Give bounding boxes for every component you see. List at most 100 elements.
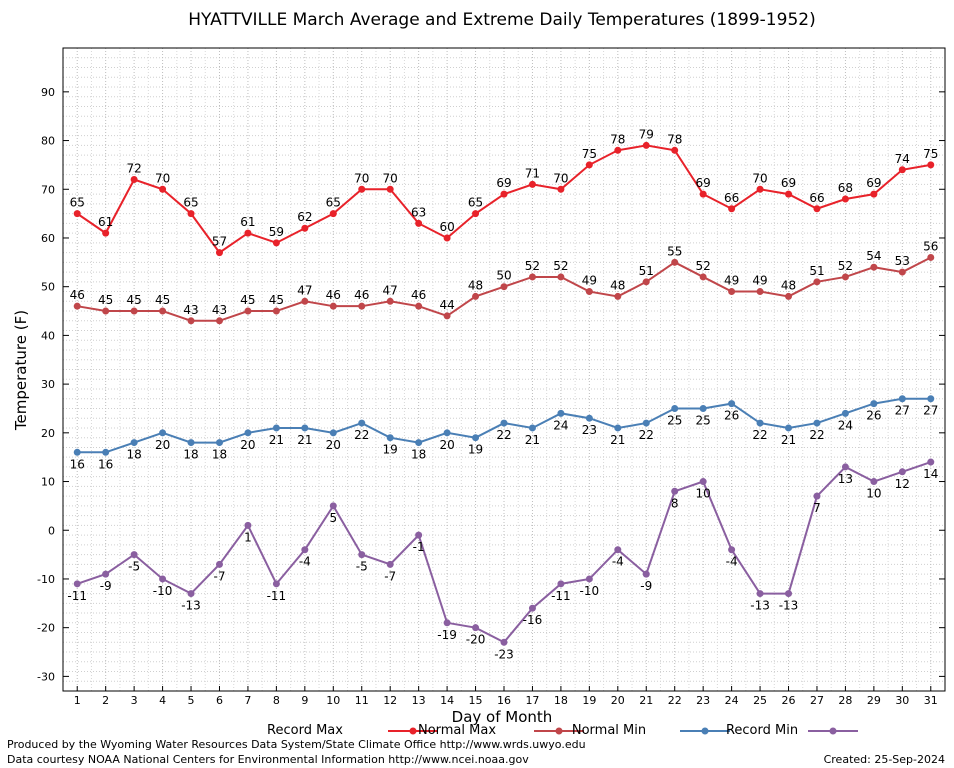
footer-data-courtesy: Data courtesy NOAA National Centers for … (7, 753, 529, 766)
data-label: 26 (866, 409, 881, 423)
legend-label: Normal Max (418, 723, 496, 738)
y-tick-label: -30 (37, 670, 55, 683)
data-point (443, 429, 451, 437)
data-label: 24 (838, 418, 853, 432)
data-point (528, 273, 536, 281)
data-label: 75 (923, 147, 938, 161)
data-point (728, 546, 736, 554)
data-label: 65 (183, 196, 198, 210)
data-point (187, 590, 195, 598)
data-point (671, 146, 679, 154)
data-point (642, 141, 650, 149)
data-label: 27 (895, 404, 910, 418)
data-label: 22 (752, 428, 767, 442)
data-label: 21 (269, 433, 284, 447)
data-label: -11 (551, 589, 571, 603)
x-tick-label: 29 (867, 694, 881, 707)
data-label: 48 (468, 278, 483, 292)
data-point (329, 210, 337, 218)
data-point (756, 185, 764, 193)
data-label: 47 (297, 283, 312, 297)
data-point (699, 404, 707, 412)
data-label: 49 (582, 274, 597, 288)
x-tick-label: 3 (131, 694, 138, 707)
data-label: -5 (128, 560, 140, 574)
data-label: 21 (781, 433, 796, 447)
data-label: 16 (70, 457, 85, 471)
y-axis: -30 -20 -10 0 10 20 30 40 50 60 70 80 90 (37, 86, 945, 683)
data-point (73, 448, 81, 456)
y-tick-label: -20 (37, 622, 55, 635)
data-point (159, 307, 167, 315)
data-point (415, 302, 423, 310)
data-point (472, 292, 480, 300)
data-point (585, 161, 593, 169)
data-label: -4 (612, 555, 624, 569)
x-tick-label: 28 (838, 694, 852, 707)
data-label: 65 (468, 196, 483, 210)
data-point (329, 502, 337, 510)
data-point (585, 575, 593, 583)
data-point (841, 463, 849, 471)
y-tick-label: 90 (41, 86, 55, 99)
data-label: 70 (752, 171, 767, 185)
data-point (301, 424, 309, 432)
data-point (785, 590, 793, 598)
data-label: 22 (354, 428, 369, 442)
series-normal-min: 16 16 18 20 18 18 20 21 21 20 22 19 18 20 19 22 21 24 23 21… (70, 395, 938, 471)
data-label: 70 (553, 171, 568, 185)
data-label: -4 (299, 555, 311, 569)
data-point (927, 253, 935, 261)
data-point (671, 404, 679, 412)
data-label: 14 (923, 467, 938, 481)
y-tick-label: 80 (41, 135, 55, 148)
data-label: -9 (100, 579, 112, 593)
data-point (443, 619, 451, 627)
y-axis-label: Temperature (F) (12, 310, 30, 431)
y-tick-label: 10 (41, 476, 55, 489)
data-point (642, 278, 650, 286)
data-point (728, 400, 736, 408)
series-record-min: -11 -9 -5 -10 -13 -7 1 -11 -4 5 -5 -7 -1 -19 -20 -23 -16… (67, 458, 938, 661)
data-label: 52 (525, 259, 540, 273)
data-point (301, 224, 309, 232)
data-label: 46 (70, 288, 85, 302)
x-axis-label: Day of Month (452, 708, 553, 726)
x-tick-label: 30 (895, 694, 909, 707)
x-tick-label: 1 (74, 694, 81, 707)
data-label: 20 (326, 438, 341, 452)
data-label: 70 (383, 171, 398, 185)
data-point (898, 268, 906, 276)
x-tick-label: 9 (301, 694, 308, 707)
data-point (785, 292, 793, 300)
x-tick-label: 31 (924, 694, 938, 707)
data-label: -7 (384, 569, 396, 583)
data-point (358, 302, 366, 310)
y-tick-label: -10 (37, 573, 55, 586)
data-label: 69 (496, 176, 511, 190)
chart-title: HYATTVILLE March Average and Extreme Dai… (188, 10, 815, 30)
data-label: -1 (413, 540, 425, 554)
data-label: -13 (750, 599, 770, 613)
data-point (301, 546, 309, 554)
x-tick-label: 11 (355, 694, 369, 707)
series-record-max: 65 61 72 70 65 57 61 59 62 65 70 70 63 60 65 69 71 70 75 78… (70, 127, 938, 257)
data-label: 25 (667, 413, 682, 427)
data-label: 61 (240, 215, 255, 229)
data-point (898, 395, 906, 403)
data-point (415, 439, 423, 447)
legend-marker (555, 727, 563, 735)
data-label: 66 (809, 191, 824, 205)
footer-created: Created: 25-Sep-2024 (824, 753, 945, 766)
data-label: 12 (895, 477, 910, 491)
data-label: 78 (667, 132, 682, 146)
data-label: -11 (67, 589, 87, 603)
data-point (870, 190, 878, 198)
data-point (215, 317, 223, 325)
data-point (756, 419, 764, 427)
data-point (443, 312, 451, 320)
data-point (187, 210, 195, 218)
data-label: 59 (269, 225, 284, 239)
y-tick-label: 70 (41, 183, 55, 196)
